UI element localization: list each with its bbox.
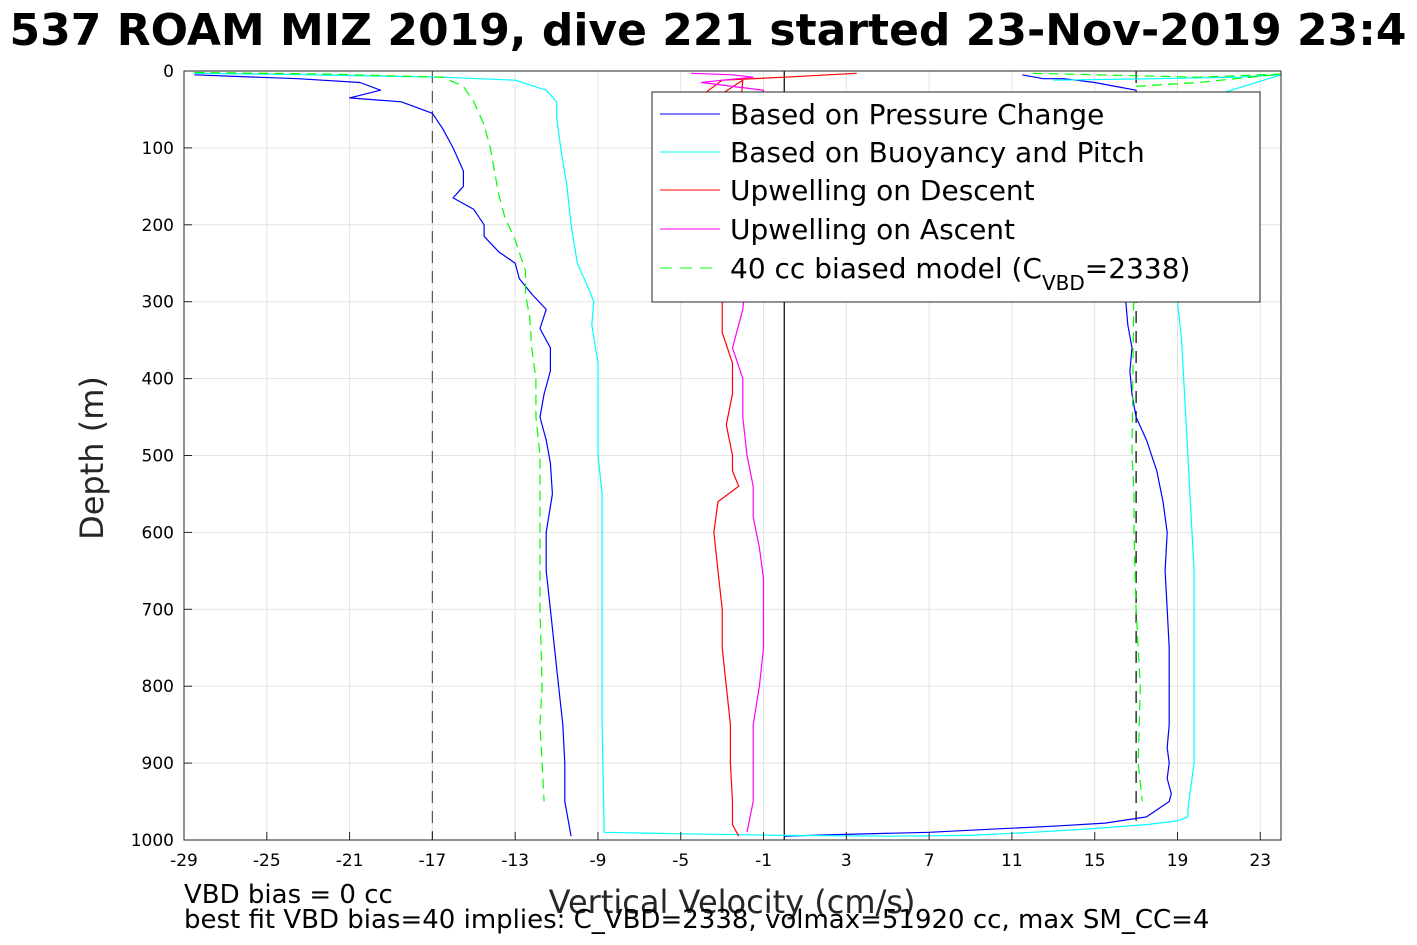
x-tick-label-9: 7 [924,851,935,871]
legend-label-descent: Upwelling on Descent [730,174,1035,207]
y-tick-label-4: 400 [142,370,174,390]
series-0-line-0 [194,74,572,837]
y-tick-label-10: 1000 [131,831,174,851]
legend-label-ascent: Upwelling on Ascent [730,213,1015,246]
x-tick-label-5: -9 [589,851,606,871]
legend-model-suffix: =2338) [1085,252,1191,285]
footer-line-1: VBD bias = 0 cc [184,880,393,910]
x-tick-label-1: -25 [253,851,281,871]
y-tick-label-1: 100 [142,139,174,159]
x-tick-label-13: 23 [1249,851,1271,871]
x-tick-label-7: -1 [755,851,772,871]
x-tick-label-6: -5 [672,851,689,871]
y-tick-label-7: 700 [142,600,174,620]
chart-title: 537 ROAM MIZ 2019, dive 221 started 23-N… [10,5,1407,56]
series-3 [691,72,765,833]
y-axis-label: Depth (m) [73,376,111,540]
x-tick-label-12: 19 [1167,851,1189,871]
legend: Based on Pressure Change Based on Buoyan… [651,91,1261,303]
series-3-line-0 [691,72,765,833]
legend-label-model: 40 cc biased model (CVBD=2338) [730,252,1190,295]
legend-label-buoyancy: Based on Buoyancy and Pitch [730,136,1145,169]
x-tick-label-0: -29 [170,851,198,871]
y-tick-label-5: 500 [142,447,174,467]
x-axis-ticks: -29 -25 -21 -17 -13 -9 -5 -1 3 7 11 15 19 23 [170,832,1271,871]
series-4-line-0 [194,71,545,802]
x-tick-label-3: -17 [418,851,446,871]
series-4-line-1 [1032,72,1282,802]
series-4 [194,71,1282,802]
x-tick-label-4: -13 [501,851,529,871]
x-tick-label-10: 11 [1001,851,1023,871]
footer-line-2: best fit VBD bias=40 implies: C_VBD=2338… [184,905,1209,935]
x-axis-label: Vertical Velocity (cm/s) [549,883,916,921]
legend-model-prefix: 40 cc biased model (C [730,252,1042,285]
y-tick-label-6: 600 [142,523,174,543]
x-tick-label-8: 3 [841,851,852,871]
y-tick-label-2: 200 [142,216,174,236]
y-tick-label-8: 800 [142,677,174,697]
x-tick-label-2: -21 [336,851,364,871]
legend-label-pressure: Based on Pressure Change [730,98,1104,131]
legend-box [651,91,1261,303]
y-tick-label-0: 0 [163,62,174,82]
legend-model-subscript: VBD [1042,271,1085,295]
series-1-line-0 [194,72,971,837]
x-tick-label-11: 15 [1084,851,1106,871]
y-axis-ticks: 0 100 200 300 400 500 600 700 800 900 1000 [131,62,192,851]
y-tick-label-3: 300 [142,293,174,313]
y-tick-label-9: 900 [142,754,174,774]
